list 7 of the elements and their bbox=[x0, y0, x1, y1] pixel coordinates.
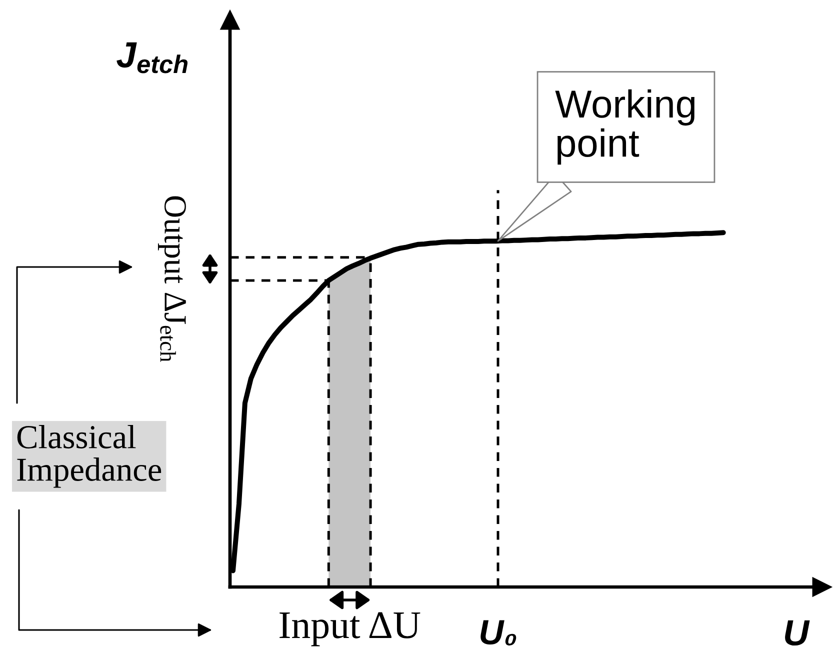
text: U₀ bbox=[480, 620, 516, 646]
y-axis-title: J$_{etch}$ bbox=[116, 42, 188, 74]
text: Working point bbox=[555, 89, 694, 165]
text: Classical Impedance bbox=[17, 425, 162, 488]
series-label: Input ΔU bbox=[280, 612, 420, 646]
text: Output ΔJ$_{etch}$ bbox=[158, 196, 186, 362]
x-axis-title: U bbox=[785, 620, 810, 646]
